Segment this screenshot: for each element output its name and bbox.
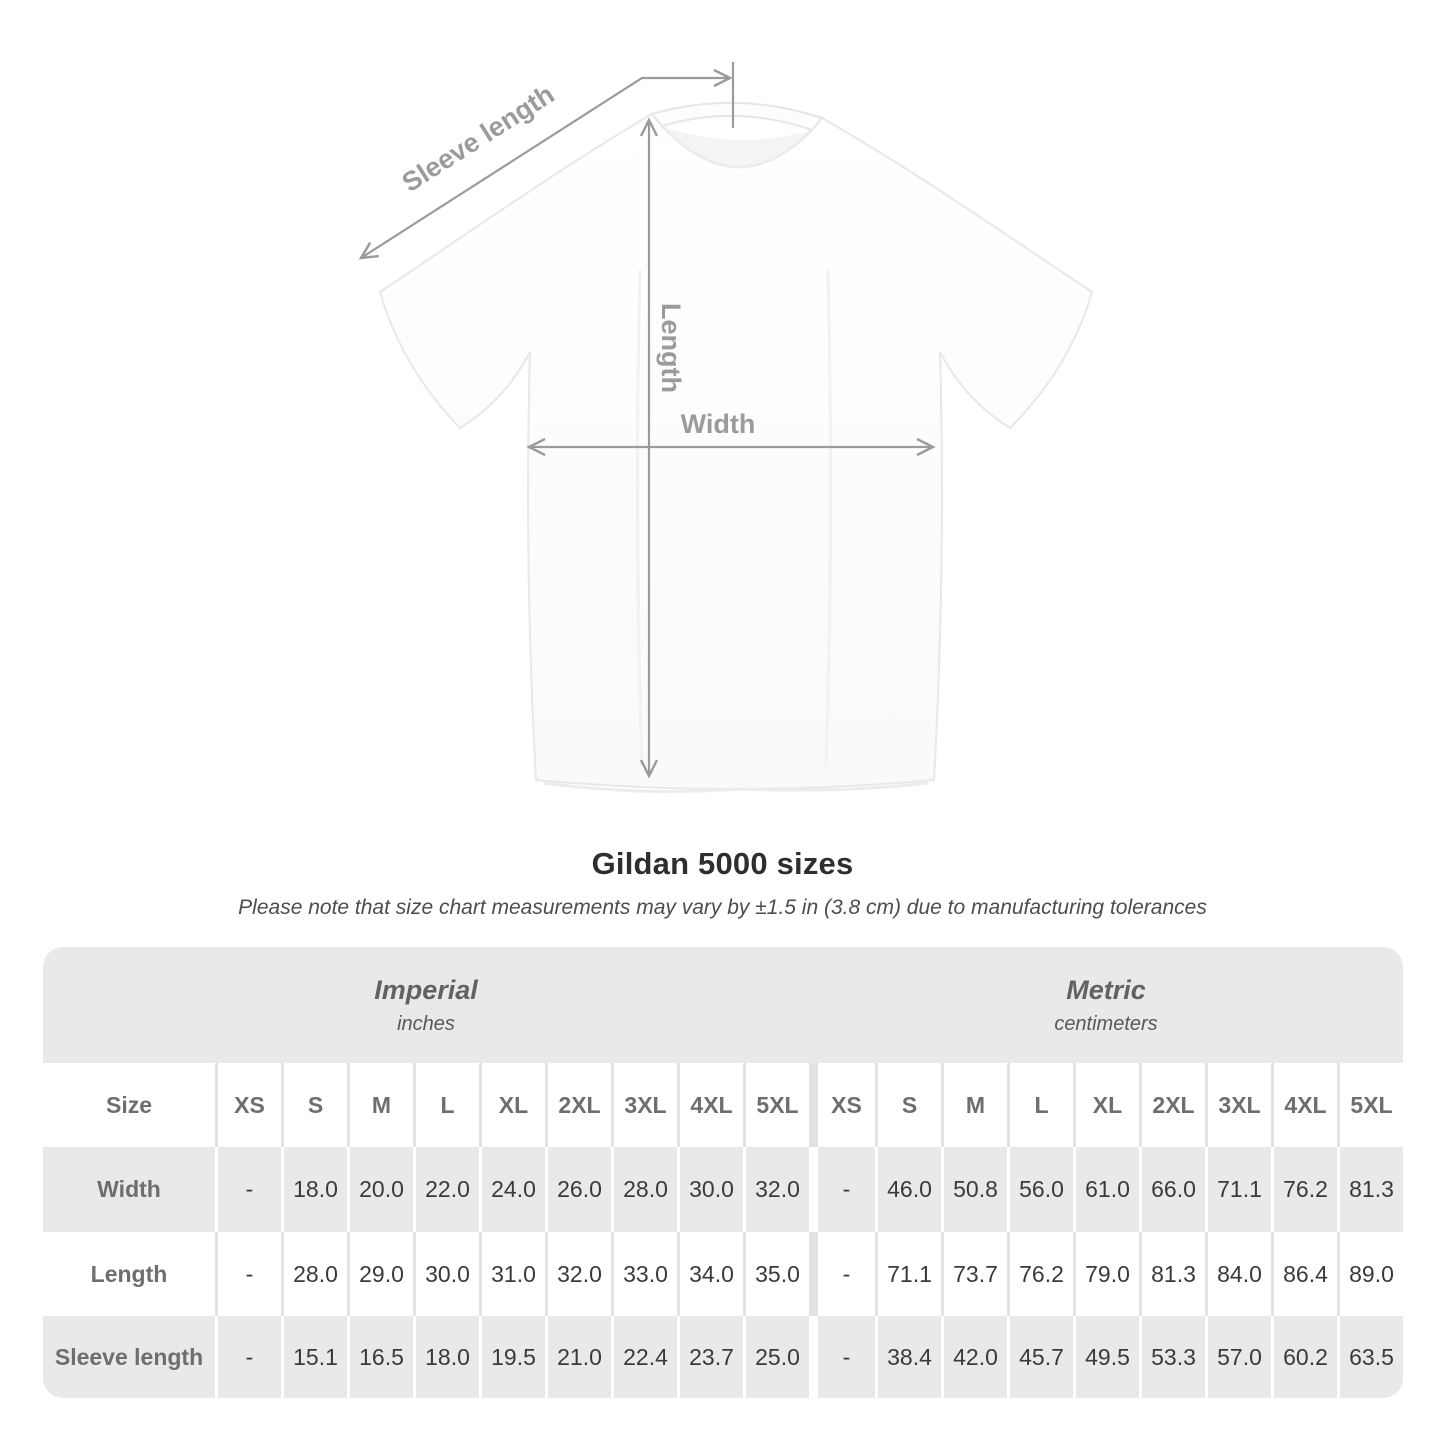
tolerance-note: Please note that size chart measurements… [238, 896, 1207, 919]
imperial-label: Imperial [374, 974, 478, 1005]
col-header-metric-8: 5XL [1337, 1063, 1403, 1147]
value-cell-metric-r0-c6: 71.1 [1205, 1147, 1271, 1232]
col-header-imperial-1: S [281, 1063, 347, 1147]
value-cell-imperial-r0-c6: 28.0 [611, 1147, 677, 1232]
value-cell-metric-r1-c3: 76.2 [1007, 1232, 1073, 1316]
value-cell-imperial-r2-c6: 22.4 [611, 1316, 677, 1398]
value-cell-imperial-r0-c2: 20.0 [347, 1147, 413, 1232]
value-cell-imperial-r1-c6: 33.0 [611, 1232, 677, 1316]
col-header-metric-3: L [1007, 1063, 1073, 1147]
col-header-metric-0: XS [809, 1063, 875, 1147]
value-cell-metric-r0-c7: 76.2 [1271, 1147, 1337, 1232]
value-cell-imperial-r1-c3: 30.0 [413, 1232, 479, 1316]
value-cell-imperial-r0-c4: 24.0 [479, 1147, 545, 1232]
tshirt-hem-shadow [543, 781, 929, 793]
value-cell-metric-r1-c2: 73.7 [941, 1232, 1007, 1316]
value-cell-metric-r0-c2: 50.8 [941, 1147, 1007, 1232]
value-cell-imperial-r1-c4: 31.0 [479, 1232, 545, 1316]
value-cell-imperial-r1-c2: 29.0 [347, 1232, 413, 1316]
col-header-imperial-6: 3XL [611, 1063, 677, 1147]
value-cell-metric-r2-c5: 53.3 [1139, 1316, 1205, 1398]
value-cell-imperial-r0-c1: 18.0 [281, 1147, 347, 1232]
value-cell-imperial-r2-c1: 15.1 [281, 1316, 347, 1398]
value-cell-metric-r2-c3: 45.7 [1007, 1316, 1073, 1398]
width-label: Width [681, 409, 756, 439]
value-cell-metric-r2-c8: 63.5 [1337, 1316, 1403, 1398]
value-cell-metric-r0-c5: 66.0 [1139, 1147, 1205, 1232]
col-header-imperial-2: M [347, 1063, 413, 1147]
size-column-header: Size [43, 1063, 215, 1147]
value-cell-imperial-r2-c8: 25.0 [743, 1316, 809, 1398]
sleeve-length-label: Sleeve length [397, 79, 560, 198]
size-chart-table: Imperial inches Metric centimeters Size X… [43, 947, 1403, 1398]
value-cell-metric-r2-c2: 42.0 [941, 1316, 1007, 1398]
metric-unit: centimeters [1054, 1012, 1158, 1035]
value-cell-imperial-r2-c4: 19.5 [479, 1316, 545, 1398]
sleeve-length-arrow [358, 68, 733, 260]
col-header-imperial-0: XS [215, 1063, 281, 1147]
value-cell-imperial-r0-c7: 30.0 [677, 1147, 743, 1232]
value-cell-imperial-r1-c8: 35.0 [743, 1232, 809, 1316]
tshirt-diagram: Sleeve length Length Width [358, 62, 1094, 793]
value-cell-imperial-r0-c0: - [215, 1147, 281, 1232]
value-cell-imperial-r1-c5: 32.0 [545, 1232, 611, 1316]
col-header-imperial-8: 5XL [743, 1063, 809, 1147]
col-header-metric-2: M [941, 1063, 1007, 1147]
value-cell-metric-r0-c0: - [809, 1147, 875, 1232]
value-cell-metric-r2-c1: 38.4 [875, 1316, 941, 1398]
value-cell-imperial-r2-c7: 23.7 [677, 1316, 743, 1398]
value-cell-metric-r2-c4: 49.5 [1073, 1316, 1139, 1398]
value-cell-imperial-r1-c7: 34.0 [677, 1232, 743, 1316]
tshirt-crease-right [824, 269, 833, 767]
col-header-imperial-7: 4XL [677, 1063, 743, 1147]
metric-group-header: Metric centimeters [809, 947, 1403, 1063]
col-header-metric-5: 2XL [1139, 1063, 1205, 1147]
value-cell-imperial-r0-c3: 22.0 [413, 1147, 479, 1232]
metric-label: Metric [1066, 974, 1146, 1005]
value-cell-metric-r1-c0: - [809, 1232, 875, 1316]
value-cell-metric-r2-c6: 57.0 [1205, 1316, 1271, 1398]
col-header-imperial-5: 2XL [545, 1063, 611, 1147]
value-cell-metric-r0-c8: 81.3 [1337, 1147, 1403, 1232]
value-cell-metric-r0-c4: 61.0 [1073, 1147, 1139, 1232]
value-cell-imperial-r1-c0: - [215, 1232, 281, 1316]
col-header-imperial-3: L [413, 1063, 479, 1147]
value-cell-metric-r0-c3: 56.0 [1007, 1147, 1073, 1232]
value-cell-metric-r1-c6: 84.0 [1205, 1232, 1271, 1316]
value-cell-metric-r1-c8: 89.0 [1337, 1232, 1403, 1316]
col-header-metric-1: S [875, 1063, 941, 1147]
col-header-metric-4: XL [1073, 1063, 1139, 1147]
col-header-imperial-4: XL [479, 1063, 545, 1147]
row-label-0: Width [43, 1147, 215, 1232]
page-title: Gildan 5000 sizes [591, 846, 854, 881]
imperial-unit: inches [397, 1012, 455, 1035]
value-cell-metric-r2-c0: - [809, 1316, 875, 1398]
value-cell-imperial-r2-c3: 18.0 [413, 1316, 479, 1398]
value-cell-metric-r1-c5: 81.3 [1139, 1232, 1205, 1316]
value-cell-imperial-r2-c0: - [215, 1316, 281, 1398]
value-cell-metric-r2-c7: 60.2 [1271, 1316, 1337, 1398]
value-cell-metric-r1-c1: 71.1 [875, 1232, 941, 1316]
value-cell-metric-r0-c1: 46.0 [875, 1147, 941, 1232]
dimension-lines [358, 62, 936, 779]
value-cell-imperial-r0-c5: 26.0 [545, 1147, 611, 1232]
col-header-metric-6: 3XL [1205, 1063, 1271, 1147]
value-cell-metric-r1-c7: 86.4 [1271, 1232, 1337, 1316]
value-cell-metric-r1-c4: 79.0 [1073, 1232, 1139, 1316]
value-cell-imperial-r1-c1: 28.0 [281, 1232, 347, 1316]
length-label: Length [656, 303, 686, 393]
row-label-2: Sleeve length [43, 1316, 215, 1398]
value-cell-imperial-r2-c5: 21.0 [545, 1316, 611, 1398]
row-label-1: Length [43, 1232, 215, 1316]
col-header-metric-7: 4XL [1271, 1063, 1337, 1147]
value-cell-imperial-r2-c2: 16.5 [347, 1316, 413, 1398]
value-cell-imperial-r0-c8: 32.0 [743, 1147, 809, 1232]
imperial-group-header: Imperial inches [43, 947, 809, 1063]
